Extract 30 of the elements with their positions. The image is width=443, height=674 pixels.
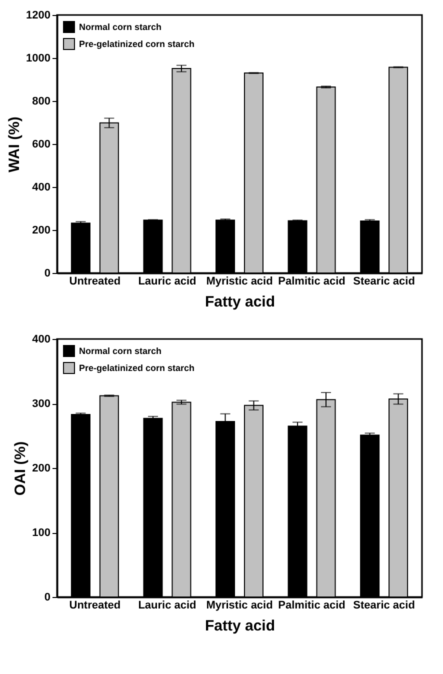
y-tick-label: 400 <box>32 334 50 346</box>
y-tick-label: 1200 <box>26 10 50 22</box>
y-tick-label: 300 <box>32 398 50 410</box>
x-axis-title: Fatty acid <box>204 294 276 310</box>
x-tick-label: Palmitic acid <box>278 600 346 612</box>
x-tick-label: Palmitic acid <box>278 276 346 288</box>
legend-label: Pre-gelatinized corn starch <box>79 39 195 49</box>
y-tick-label: 200 <box>32 224 50 236</box>
y-axis-title: OAI (%) <box>12 441 30 496</box>
x-tick-label: Myristic acid <box>206 276 273 288</box>
x-axis-title: Fatty acid <box>204 618 276 634</box>
y-tick-label: 0 <box>44 268 50 280</box>
x-tick-label: Lauric acid <box>138 276 196 288</box>
y-tick-label: 200 <box>32 462 50 474</box>
legend-label: Normal corn starch <box>79 22 162 32</box>
x-tick-label: Untreated <box>69 276 121 288</box>
y-axis-title: WAI (%) <box>6 116 24 172</box>
x-tick-label: Stearic acid <box>353 600 415 612</box>
legend-label: Pre-gelatinized corn starch <box>79 363 195 373</box>
legend-label: Normal corn starch <box>79 346 162 356</box>
y-tick-label: 1000 <box>26 52 50 64</box>
y-tick-label: 600 <box>32 138 50 150</box>
x-tick-label: Untreated <box>69 600 121 612</box>
y-tick-label: 100 <box>32 527 50 539</box>
x-tick-label: Stearic acid <box>353 276 415 288</box>
y-tick-label: 400 <box>32 182 50 194</box>
y-tick-label: 800 <box>32 96 50 108</box>
y-tick-label: 0 <box>44 592 50 604</box>
x-tick-label: Myristic acid <box>206 600 273 612</box>
x-tick-label: Lauric acid <box>138 600 196 612</box>
